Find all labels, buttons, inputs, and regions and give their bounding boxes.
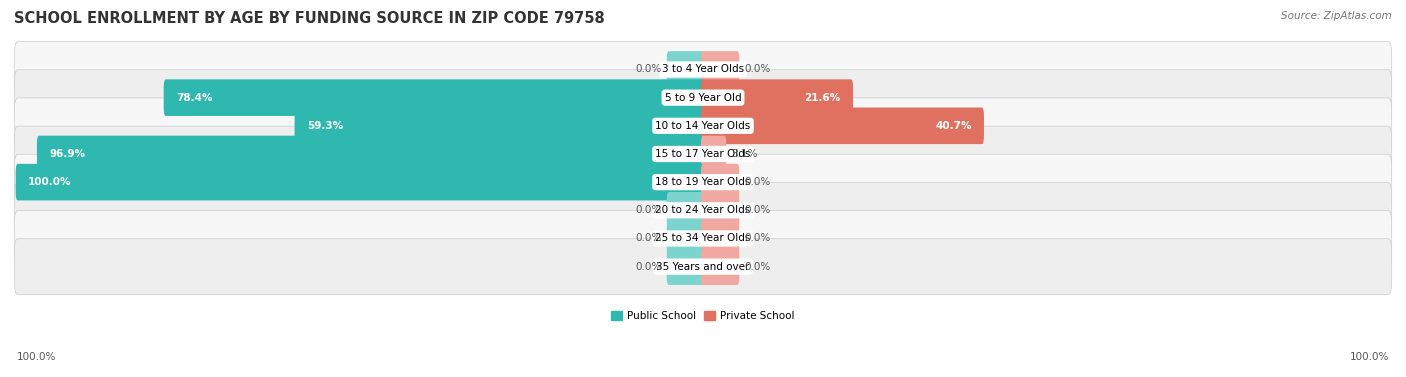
Text: 0.0%: 0.0%	[636, 205, 662, 215]
FancyBboxPatch shape	[14, 70, 1392, 126]
FancyBboxPatch shape	[702, 220, 740, 257]
Legend: Public School, Private School: Public School, Private School	[607, 307, 799, 325]
Text: SCHOOL ENROLLMENT BY AGE BY FUNDING SOURCE IN ZIP CODE 79758: SCHOOL ENROLLMENT BY AGE BY FUNDING SOUR…	[14, 11, 605, 26]
Text: 96.9%: 96.9%	[49, 149, 86, 159]
Text: 20 to 24 Year Olds: 20 to 24 Year Olds	[655, 205, 751, 215]
Text: 0.0%: 0.0%	[636, 262, 662, 272]
FancyBboxPatch shape	[702, 192, 740, 228]
Text: 100.0%: 100.0%	[17, 352, 56, 362]
FancyBboxPatch shape	[702, 136, 727, 172]
Text: 5 to 9 Year Old: 5 to 9 Year Old	[665, 93, 741, 103]
FancyBboxPatch shape	[702, 107, 984, 144]
FancyBboxPatch shape	[37, 136, 704, 172]
Text: 59.3%: 59.3%	[307, 121, 343, 131]
Text: 0.0%: 0.0%	[744, 64, 770, 75]
FancyBboxPatch shape	[702, 164, 740, 201]
FancyBboxPatch shape	[14, 154, 1392, 210]
FancyBboxPatch shape	[666, 51, 704, 88]
Text: 21.6%: 21.6%	[804, 93, 841, 103]
Text: 100.0%: 100.0%	[28, 177, 72, 187]
Text: 0.0%: 0.0%	[744, 233, 770, 244]
FancyBboxPatch shape	[14, 239, 1392, 294]
Text: 10 to 14 Year Olds: 10 to 14 Year Olds	[655, 121, 751, 131]
FancyBboxPatch shape	[14, 98, 1392, 154]
Text: 35 Years and over: 35 Years and over	[657, 262, 749, 272]
Text: 25 to 34 Year Olds: 25 to 34 Year Olds	[655, 233, 751, 244]
Text: 0.0%: 0.0%	[636, 233, 662, 244]
Text: 0.0%: 0.0%	[744, 177, 770, 187]
FancyBboxPatch shape	[702, 248, 740, 285]
FancyBboxPatch shape	[295, 107, 704, 144]
Text: 15 to 17 Year Olds: 15 to 17 Year Olds	[655, 149, 751, 159]
FancyBboxPatch shape	[666, 220, 704, 257]
FancyBboxPatch shape	[702, 51, 740, 88]
Text: 0.0%: 0.0%	[744, 205, 770, 215]
Text: 100.0%: 100.0%	[1350, 352, 1389, 362]
FancyBboxPatch shape	[15, 164, 704, 201]
FancyBboxPatch shape	[14, 211, 1392, 267]
FancyBboxPatch shape	[163, 79, 704, 116]
FancyBboxPatch shape	[14, 41, 1392, 97]
Text: 3.1%: 3.1%	[731, 149, 758, 159]
FancyBboxPatch shape	[14, 182, 1392, 238]
FancyBboxPatch shape	[702, 79, 853, 116]
Text: 40.7%: 40.7%	[935, 121, 972, 131]
Text: 18 to 19 Year Olds: 18 to 19 Year Olds	[655, 177, 751, 187]
FancyBboxPatch shape	[14, 126, 1392, 182]
FancyBboxPatch shape	[666, 192, 704, 228]
Text: 0.0%: 0.0%	[636, 64, 662, 75]
FancyBboxPatch shape	[666, 248, 704, 285]
Text: 78.4%: 78.4%	[176, 93, 212, 103]
Text: 3 to 4 Year Olds: 3 to 4 Year Olds	[662, 64, 744, 75]
Text: Source: ZipAtlas.com: Source: ZipAtlas.com	[1281, 11, 1392, 21]
Text: 0.0%: 0.0%	[744, 262, 770, 272]
